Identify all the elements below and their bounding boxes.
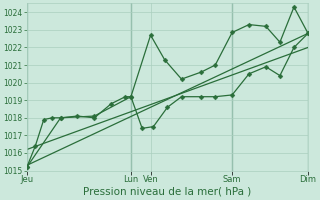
- X-axis label: Pression niveau de la mer( hPa ): Pression niveau de la mer( hPa ): [83, 187, 252, 197]
